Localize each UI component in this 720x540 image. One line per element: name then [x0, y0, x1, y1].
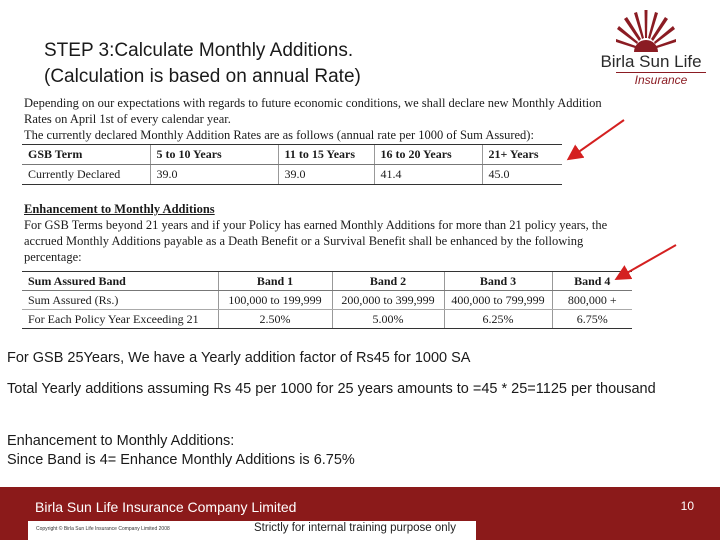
footer-training-note: Strictly for internal training purpose o… [254, 522, 456, 534]
table-header-cell: 5 to 10 Years [149, 144, 278, 165]
table-cell: 800,000 + [551, 290, 632, 310]
table-cell: 2.50% [217, 309, 332, 329]
footer-strip: Copyright © Birla Sun Life Insurance Com… [28, 521, 476, 540]
company-logo: Birla Sun Life Insurance [586, 8, 712, 88]
para1-line3: The currently declared Monthly Addition … [24, 128, 534, 142]
section-heading: Enhancement to Monthly Additions [24, 202, 215, 216]
note-enhancement-heading: Enhancement to Monthly Additions: [7, 433, 235, 449]
table-header-cell: Band 3 [443, 271, 552, 291]
para2-line1: For GSB Terms beyond 21 years and if you… [24, 218, 608, 232]
table-cell: 200,000 to 399,999 [331, 290, 444, 310]
para1-line2: Rates on April 1st of every calendar yea… [24, 112, 231, 126]
slide-title: STEP 3:Calculate Monthly Additions. (Cal… [44, 38, 564, 90]
table-cell: 6.75% [551, 309, 632, 329]
para1-line1: Depending on our expectations with regar… [24, 96, 602, 110]
table-header-cell: GSB Term [22, 144, 150, 165]
footer-copyright: Copyright © Birla Sun Life Insurance Com… [36, 526, 170, 532]
table-cell: 41.4 [373, 164, 482, 185]
footer-company-name: Birla Sun Life Insurance Company Limited [35, 499, 297, 515]
logo-name: Birla Sun Life [600, 52, 702, 71]
scanned-policy-excerpt: Depending on our expectations with regar… [22, 94, 642, 334]
monthly-addition-rates-table: GSB Term 5 to 10 Years 11 to 15 Years 16… [22, 144, 562, 185]
table-cell: 39.0 [149, 164, 278, 185]
table-cell: 6.25% [443, 309, 552, 329]
table-row: For Each Policy Year Exceeding 21 2.50% … [22, 309, 632, 329]
arrow-to-band-4-icon [614, 244, 677, 280]
table-cell: 400,000 to 799,999 [443, 290, 552, 310]
note-total-additions: Total Yearly additions assuming Rs 45 pe… [7, 381, 656, 397]
table-cell: 100,000 to 199,999 [217, 290, 332, 310]
title-line-2: (Calculation is based on annual Rate) [44, 66, 361, 87]
enhancement-band-table: Sum Assured Band Band 1 Band 2 Band 3 Ba… [22, 271, 632, 329]
table-cell: For Each Policy Year Exceeding 21 [22, 309, 218, 329]
table-header-cell: 16 to 20 Years [373, 144, 482, 165]
table-row: Sum Assured (Rs.) 100,000 to 199,999 200… [22, 290, 632, 310]
table-header-row: Sum Assured Band Band 1 Band 2 Band 3 Ba… [22, 271, 632, 291]
table-header-cell: Band 2 [331, 271, 444, 291]
para2-line3: percentage: [24, 250, 82, 264]
table-header-cell: 11 to 15 Years [277, 144, 374, 165]
table-header-cell: Sum Assured Band [22, 271, 218, 291]
logo-subtitle: Insurance [616, 72, 706, 87]
table-cell: 39.0 [277, 164, 374, 185]
table-cell: Currently Declared [22, 164, 150, 185]
note-yearly-factor: For GSB 25Years, We have a Yearly additi… [7, 350, 471, 366]
sun-rays-icon [616, 10, 676, 52]
page-number: 10 [680, 499, 694, 513]
table-header-cell: Band 4 [551, 271, 632, 291]
table-cell: 5.00% [331, 309, 444, 329]
table-cell: Sum Assured (Rs.) [22, 290, 218, 310]
arrow-to-21-years-icon [566, 119, 625, 161]
table-header-row: GSB Term 5 to 10 Years 11 to 15 Years 16… [22, 144, 562, 165]
para2-line2: accrued Monthly Additions payable as a D… [24, 234, 584, 248]
table-header-cell: 21+ Years [481, 144, 562, 165]
table-header-cell: Band 1 [217, 271, 332, 291]
table-row: Currently Declared 39.0 39.0 41.4 45.0 [22, 164, 562, 185]
note-enhancement-result: Since Band is 4= Enhance Monthly Additio… [7, 452, 355, 468]
table-cell: 45.0 [481, 164, 562, 185]
slide-footer: Birla Sun Life Insurance Company Limited… [0, 487, 720, 540]
title-line-1: STEP 3:Calculate Monthly Additions. [44, 40, 354, 61]
